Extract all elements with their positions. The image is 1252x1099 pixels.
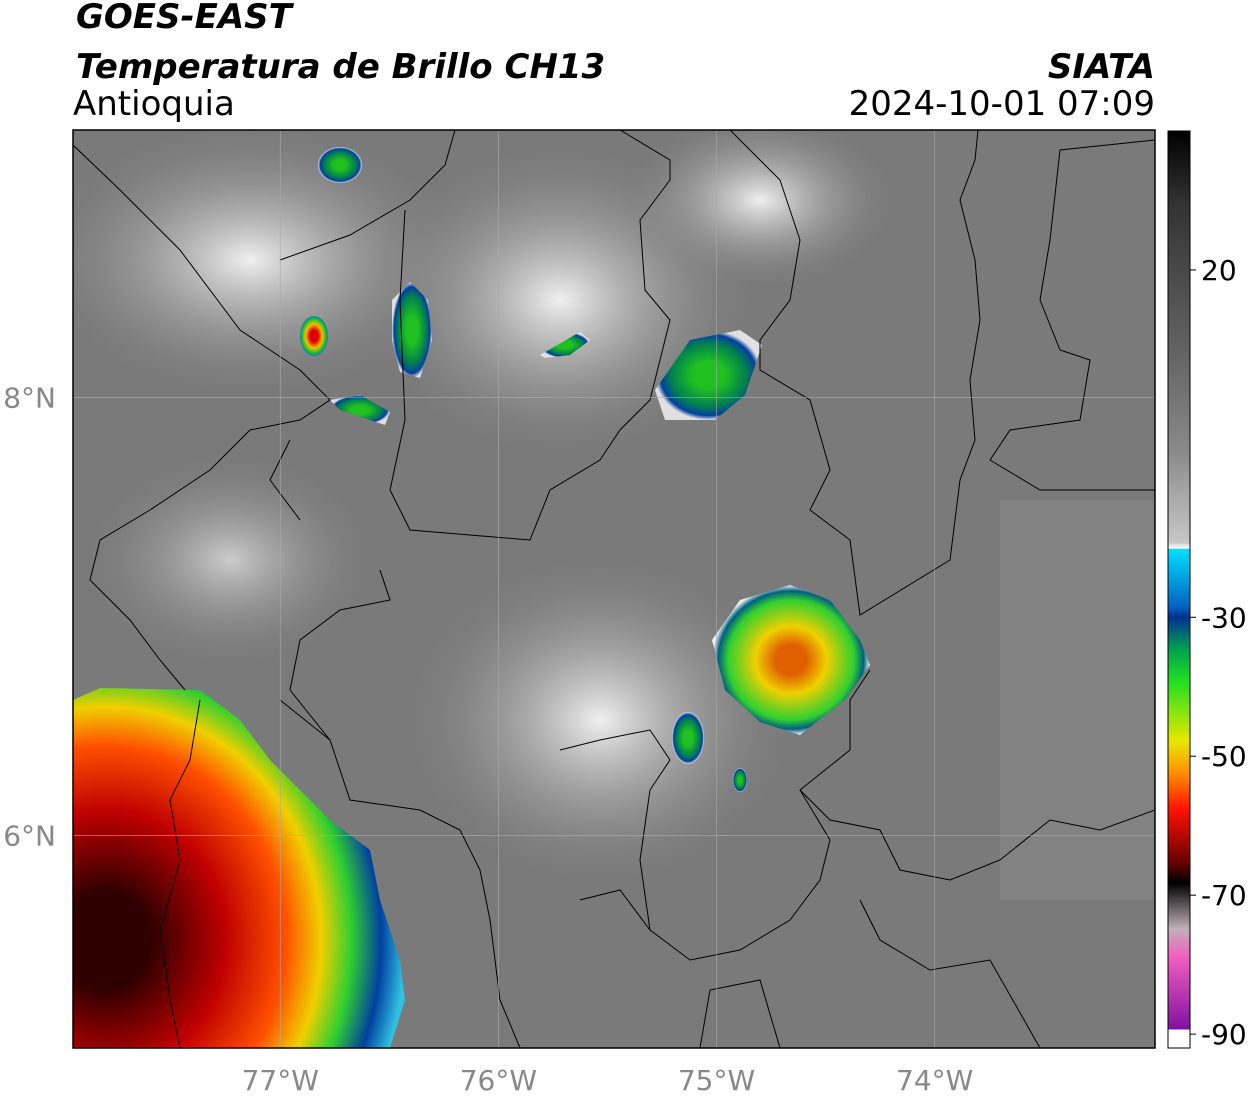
x-tick-label: 77°W [242, 1064, 319, 1097]
datetime: 2024-10-01 07:09 [849, 84, 1155, 124]
y-tick-label: 6°N [3, 819, 56, 852]
x-tick-label: 75°W [678, 1064, 755, 1097]
map-grid [73, 130, 1155, 1048]
colorbar-ticks [1190, 269, 1196, 1035]
colorbar-tick-label: -50 [1201, 740, 1247, 773]
region: Antioquia [73, 84, 235, 124]
colorbar-tick-label: -90 [1201, 1018, 1247, 1051]
colorbar-tick-label: -70 [1201, 879, 1247, 912]
map-frame [72, 129, 1156, 1049]
y-tick-label: 8°N [3, 381, 56, 414]
satellite: GOES-EAST [76, 0, 295, 37]
colorbar [1167, 130, 1191, 1049]
colorbar-tick-label: -30 [1201, 601, 1247, 634]
agency: SIATA [1048, 47, 1155, 87]
imagery [73, 130, 1155, 1048]
title: Temperatura de Brillo CH13 [76, 47, 605, 87]
x-tick-label: 74°W [896, 1064, 973, 1097]
x-tick-label: 76°W [460, 1064, 537, 1097]
colorbar-tick-label: 20 [1201, 254, 1237, 287]
